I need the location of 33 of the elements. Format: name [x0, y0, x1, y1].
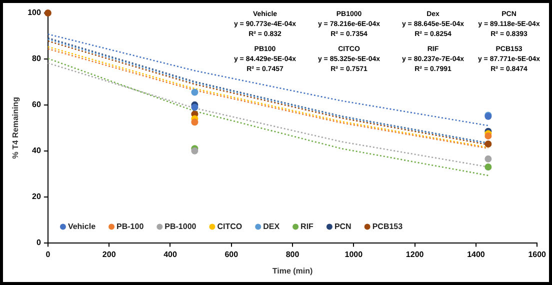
y-tick-label: 80 [32, 54, 42, 64]
y-tick-label: 0 [36, 238, 42, 248]
x-axis-title: Time (min) [272, 266, 314, 276]
point [44, 10, 52, 16]
legend-label: RIF [300, 222, 314, 232]
line-series [47, 33, 489, 126]
x-tick-label: 1000 [344, 250, 364, 259]
legend-label: Vehicle [68, 222, 96, 232]
legend-label: PCB153 [372, 222, 404, 232]
y-tick-label: 100 [28, 8, 42, 18]
y-tick-label: 20 [32, 192, 42, 202]
point [484, 163, 492, 170]
point [191, 118, 198, 126]
legend-label: PCN [334, 222, 352, 232]
point [191, 88, 198, 96]
point [484, 155, 492, 162]
x-tick-label: 200 [102, 250, 116, 259]
y-axis-title: % T4 Remaining [11, 96, 20, 159]
x-tick-label: 600 [224, 250, 239, 259]
x-tick-label: 800 [286, 250, 300, 259]
x-tick-label: 1200 [406, 250, 424, 259]
point [484, 140, 492, 148]
legend-label: PB-1000 [164, 222, 197, 232]
y-tick-label: 40 [32, 146, 42, 156]
x-tick-label: 0 [46, 250, 51, 259]
x-tick-label: 400 [164, 250, 178, 259]
x-tick-label: 1400 [467, 250, 486, 259]
y-tick-label: 60 [32, 100, 42, 110]
legend-label: DEX [263, 222, 280, 232]
point [191, 104, 198, 111]
legend-label: CITCO [217, 222, 242, 232]
legend-label: PB-100 [116, 222, 144, 232]
x-tick-label: 1600 [528, 250, 547, 259]
